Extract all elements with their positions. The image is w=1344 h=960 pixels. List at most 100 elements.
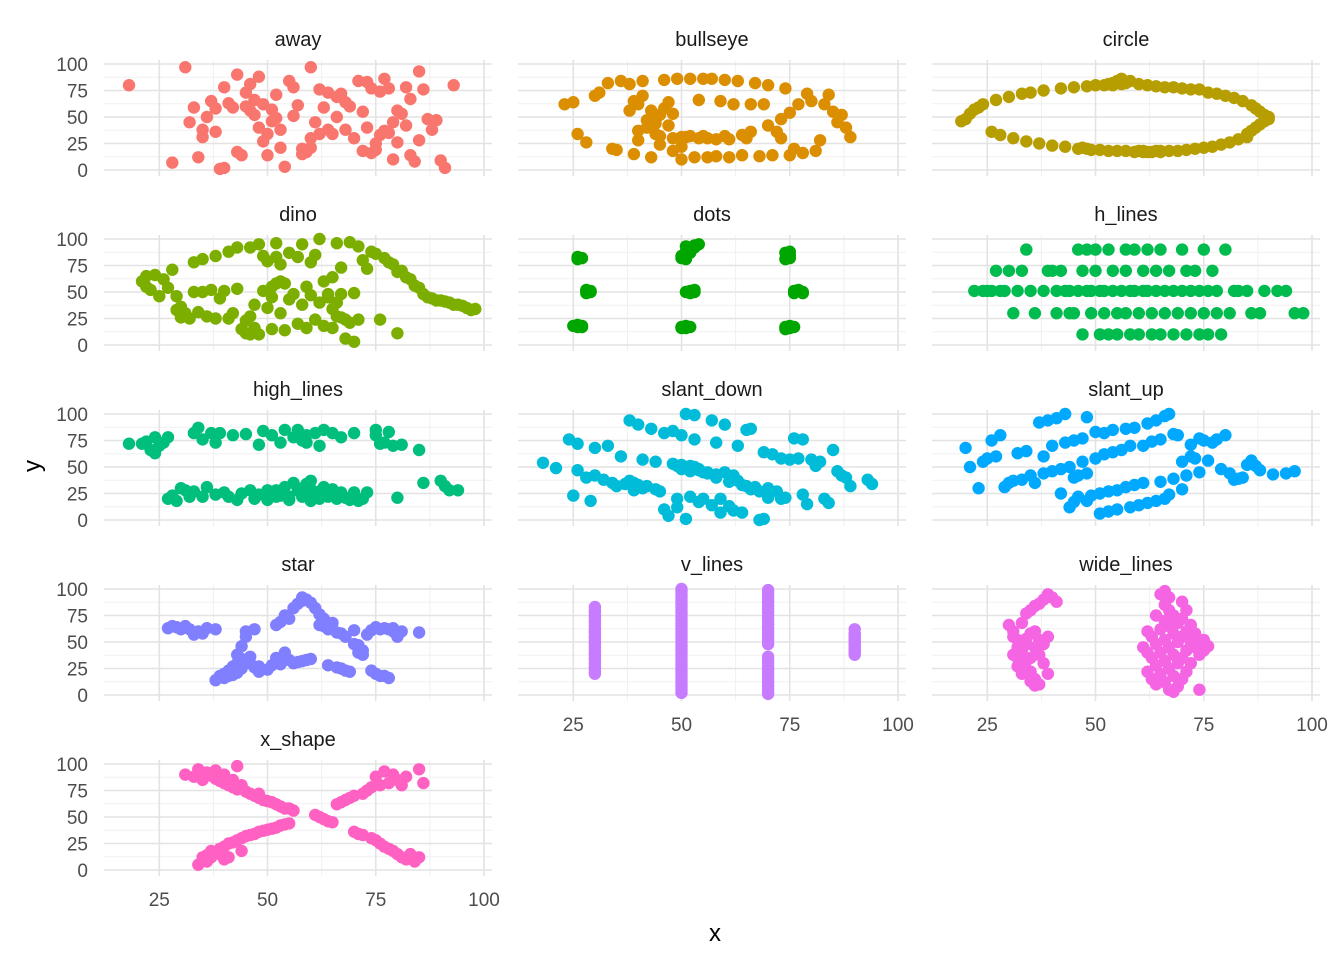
data-point: [196, 252, 209, 266]
data-point: [1050, 307, 1063, 320]
data-point: [291, 250, 304, 264]
data-point: [653, 129, 667, 143]
data-point: [1102, 328, 1115, 341]
data-point: [278, 423, 291, 437]
data-point: [809, 144, 822, 158]
data-point: [761, 491, 775, 504]
y-tick-label: 100: [56, 580, 88, 601]
data-point: [205, 283, 218, 297]
data-point: [976, 98, 990, 111]
strip-label-h-lines: h_lines: [1094, 204, 1157, 226]
data-point: [627, 476, 641, 490]
data-point: [796, 286, 809, 300]
data-point: [1119, 76, 1132, 90]
data-point: [334, 261, 348, 274]
data-point: [718, 418, 731, 431]
data-point: [627, 147, 641, 161]
strip-label-away: away: [275, 29, 322, 51]
data-point: [1033, 137, 1046, 150]
data-point: [1184, 657, 1197, 670]
data-point: [1046, 139, 1059, 152]
data-point: [1037, 657, 1050, 670]
data-point: [218, 853, 231, 866]
data-point: [1297, 307, 1310, 320]
data-point: [438, 161, 452, 175]
data-point: [614, 450, 628, 463]
data-point: [567, 96, 580, 109]
data-point: [1219, 243, 1232, 256]
data-point: [731, 439, 744, 452]
y-tick-label: 75: [67, 432, 88, 453]
points-dino: [135, 232, 482, 348]
data-point: [1080, 411, 1094, 424]
data-point: [144, 283, 157, 297]
data-point: [989, 93, 1003, 107]
data-point: [735, 506, 749, 519]
data-point: [571, 437, 584, 450]
data-point: [1201, 284, 1215, 298]
data-point: [291, 99, 304, 112]
data-point: [412, 626, 426, 639]
data-point: [386, 622, 400, 635]
data-point: [675, 429, 688, 442]
y-tick-label: 0: [77, 161, 88, 182]
data-point: [1011, 651, 1024, 665]
panel-bullseye: bullseye: [518, 29, 906, 176]
data-point: [209, 102, 222, 115]
y-tick-label: 25: [67, 310, 88, 331]
data-point: [671, 501, 684, 514]
data-point: [391, 136, 404, 149]
data-point: [261, 127, 274, 141]
data-point: [1232, 284, 1245, 298]
data-point: [675, 140, 688, 153]
data-point: [575, 320, 589, 334]
strip-label-wide-lines: wide_lines: [1078, 554, 1172, 576]
data-point: [761, 79, 775, 92]
data-point: [1154, 144, 1167, 158]
data-point: [653, 485, 667, 498]
data-point: [844, 130, 857, 144]
strip-label-slant-down: slant_down: [661, 379, 762, 401]
x-tick-label: 100: [468, 890, 500, 911]
data-point: [818, 98, 831, 111]
data-point: [274, 307, 287, 320]
data-point: [334, 431, 348, 444]
data-point: [567, 489, 580, 502]
data-point: [822, 496, 835, 510]
data-point: [632, 418, 645, 431]
data-point: [1193, 284, 1206, 298]
panel-v-lines: v_lines 25 50 75 100: [518, 554, 914, 736]
data-point: [412, 443, 426, 457]
data-point: [161, 492, 175, 505]
data-point: [1162, 591, 1176, 604]
data-point: [200, 480, 214, 494]
y-tick-label: 50: [67, 458, 88, 479]
data-point: [666, 132, 680, 145]
data-point: [343, 665, 356, 678]
facet-panels: away 0 25 50 75 100 bullseye circle dino 0 25 50 75 1…: [56, 29, 1328, 911]
data-point: [1080, 467, 1094, 480]
data-point: [192, 151, 205, 164]
data-point: [645, 422, 658, 435]
data-point: [1137, 476, 1150, 490]
data-point: [1054, 82, 1068, 95]
y-tick-label: 0: [77, 686, 88, 707]
data-point: [1210, 284, 1223, 298]
data-point: [1188, 627, 1202, 640]
data-point: [692, 93, 705, 107]
data-point: [252, 438, 266, 451]
points-bullseye: [558, 72, 857, 166]
data-point: [1180, 469, 1193, 482]
data-point: [265, 280, 279, 293]
data-point: [1072, 243, 1085, 256]
data-point: [623, 104, 636, 117]
data-point: [1020, 444, 1033, 458]
y-tick-label: 50: [67, 283, 88, 304]
data-point: [805, 94, 818, 108]
data-point: [658, 73, 671, 87]
data-point: [339, 123, 352, 136]
data-point: [200, 110, 214, 124]
data-point: [588, 441, 602, 455]
data-point: [1007, 630, 1020, 643]
data-point: [1037, 450, 1050, 463]
